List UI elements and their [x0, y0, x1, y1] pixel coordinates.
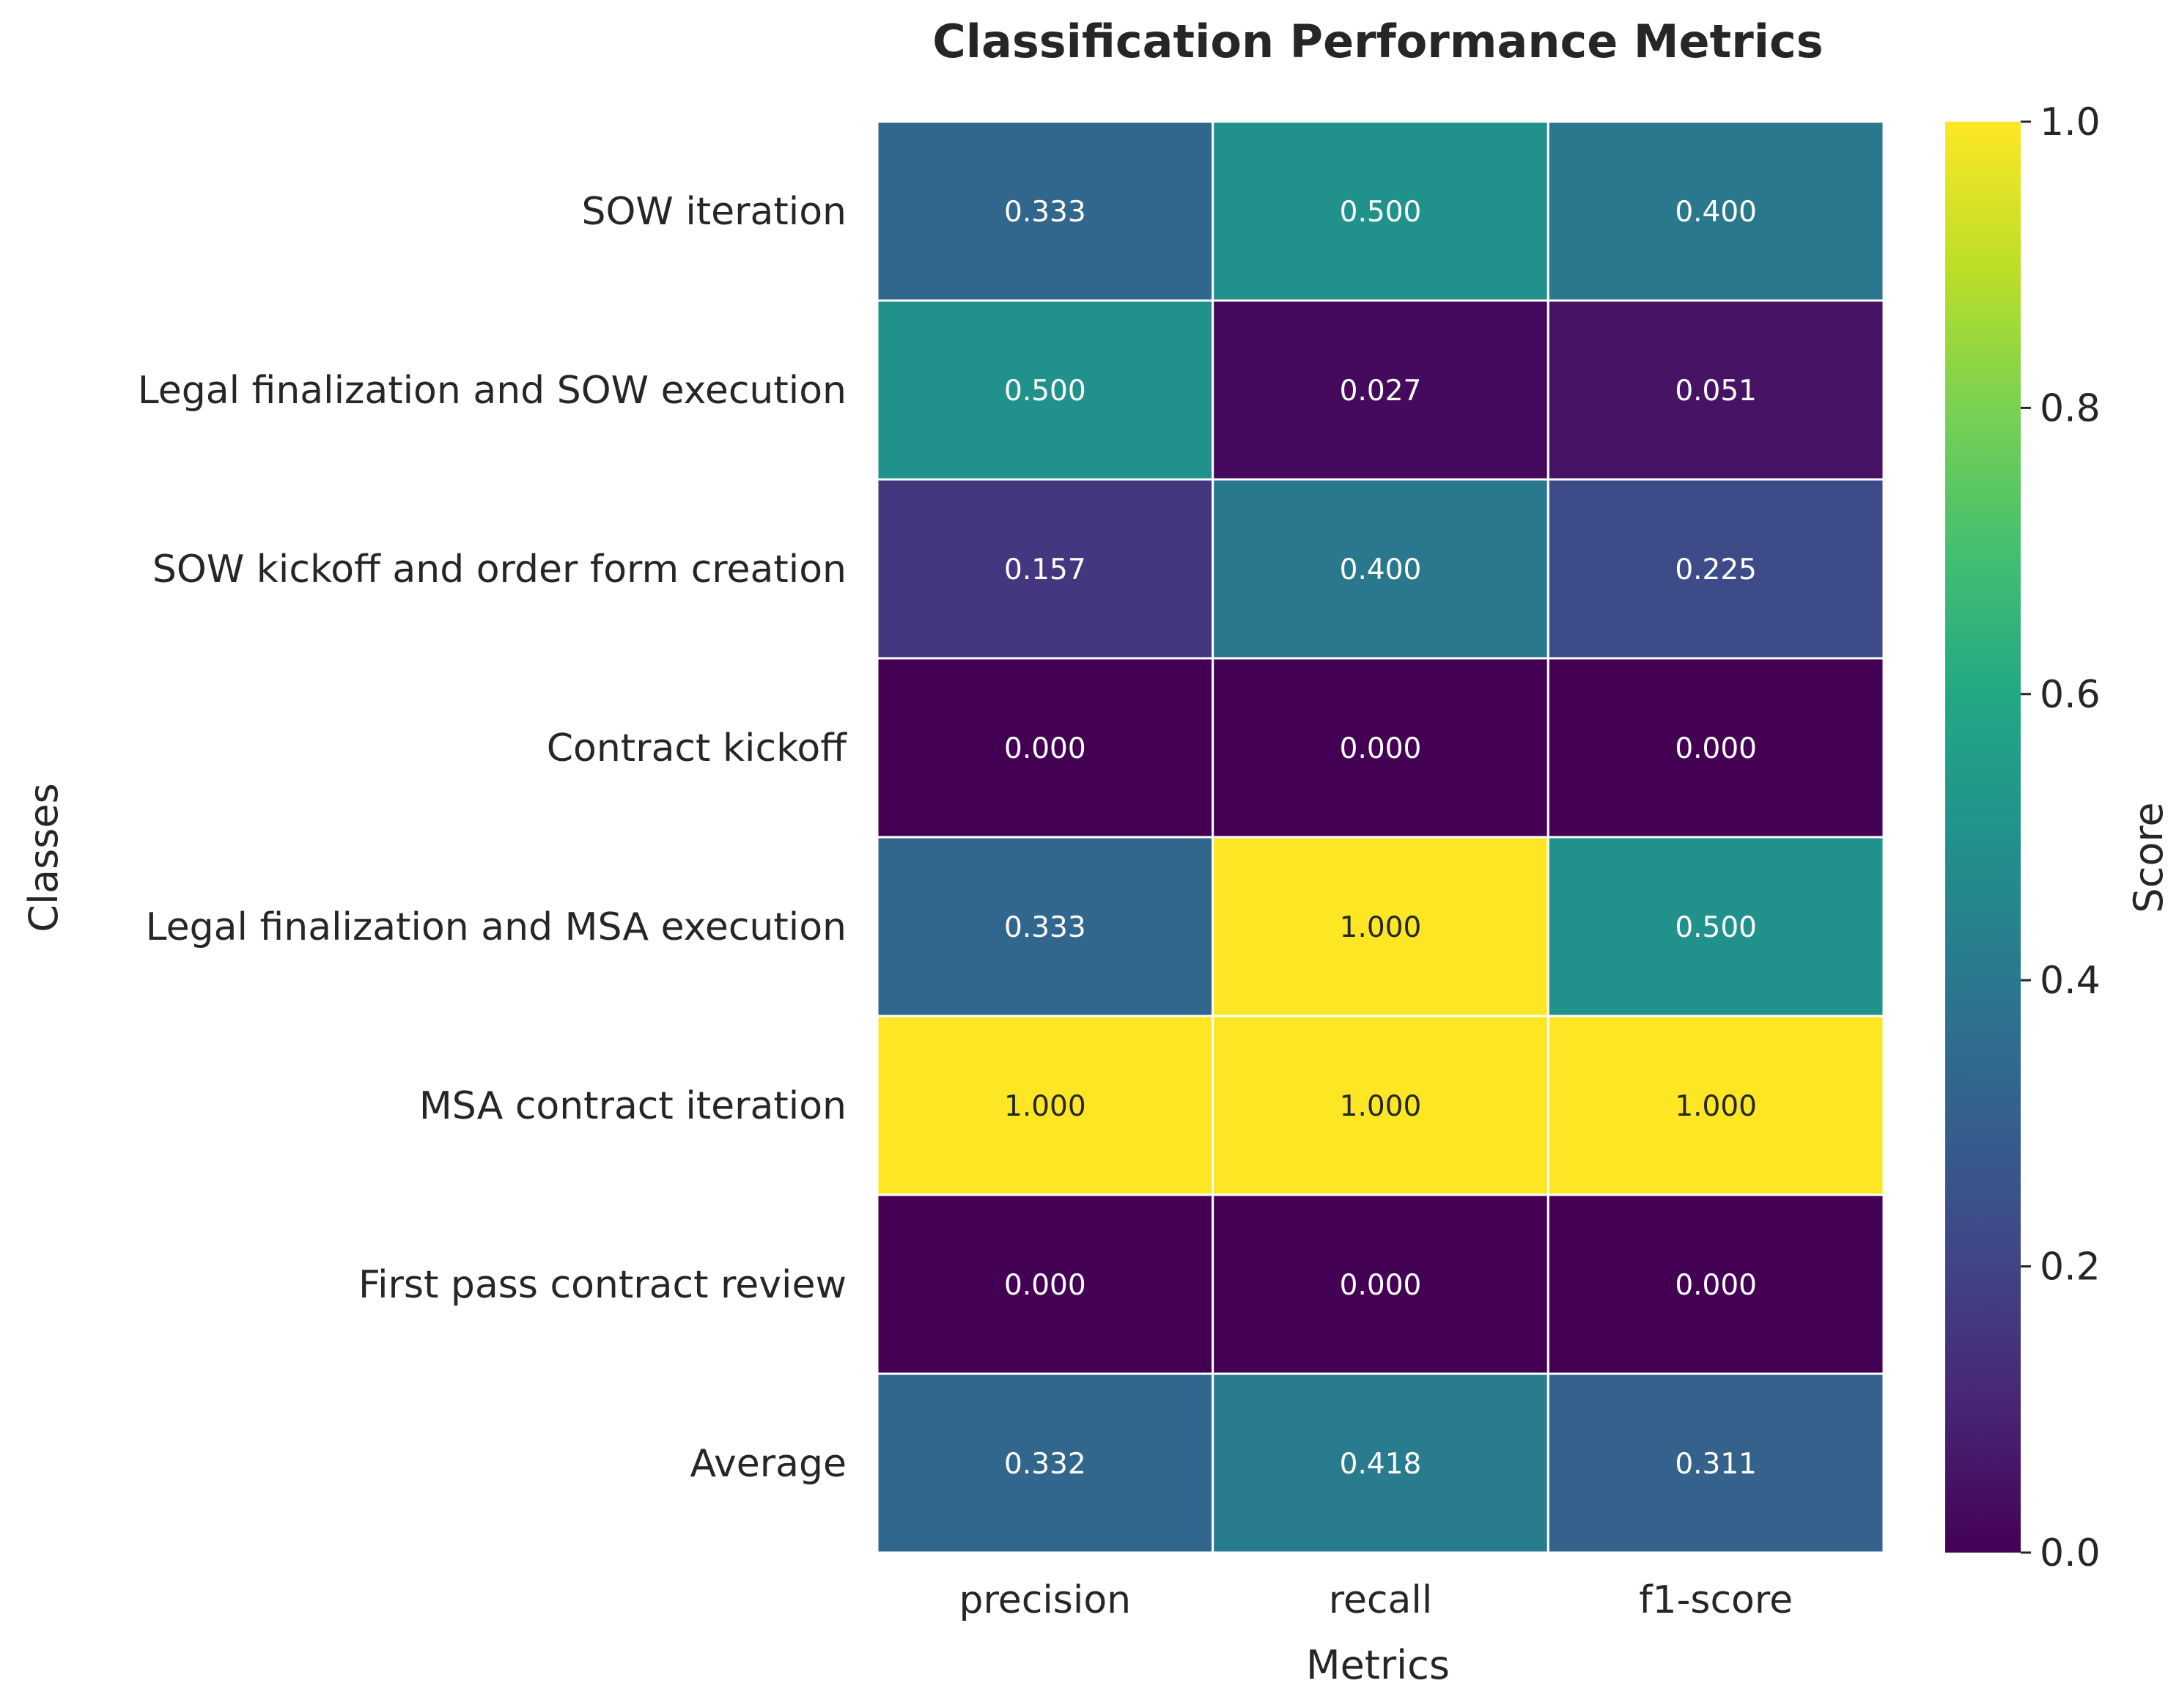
y-tick-label: Contract kickoff [547, 726, 847, 770]
x-tick-label: recall [1329, 1578, 1433, 1622]
y-tick-label: SOW kickoff and order form creation [152, 548, 847, 592]
x-tick-label: f1-score [1639, 1578, 1793, 1622]
colorbar: 0.0 0.2 0.4 0.6 0.8 1.0 [1945, 100, 2101, 1575]
x-axis-label: Metrics [1306, 1642, 1450, 1688]
y-tick-labels: SOW iteration Legal finalization and SOW … [138, 190, 847, 1486]
cell-value-label: 1.000 [1340, 1090, 1422, 1123]
colorbar-tick-label: 0.4 [2040, 959, 2101, 1003]
y-tick-label: MSA contract iteration [419, 1084, 847, 1128]
y-tick-label: Average [690, 1442, 847, 1486]
cell-value-label: 0.000 [1675, 732, 1757, 765]
colorbar-gradient [1945, 122, 2021, 1553]
cell-value-label: 0.333 [1004, 196, 1086, 229]
heatmap-cell [876, 1372, 1214, 1554]
heatmap-cells: 0.333 0.500 0.400 0.500 0.027 0.051 0.157 0.400… [876, 120, 1885, 1554]
cell-value-label: 0.000 [1675, 1269, 1757, 1302]
y-tick-label: Legal finalization and SOW execution [138, 369, 847, 413]
heatmap-cell [876, 299, 1214, 481]
heatmap-cell [876, 1193, 1214, 1375]
heatmap-cell [1212, 1015, 1549, 1196]
x-tick-label: precision [959, 1578, 1132, 1622]
heatmap-cell [1212, 120, 1549, 302]
heatmap-cell [1546, 299, 1885, 481]
cell-value-label: 1.000 [1340, 911, 1422, 944]
cell-value-label: 1.000 [1004, 1090, 1086, 1123]
colorbar-tick-label: 0.0 [2040, 1531, 2101, 1575]
heatmap-cell [876, 836, 1214, 1017]
cell-value-label: 1.000 [1675, 1090, 1757, 1123]
heatmap-cell [876, 1015, 1214, 1196]
cell-value-label: 0.418 [1340, 1448, 1422, 1481]
y-tick-label: SOW iteration [581, 190, 847, 234]
colorbar-label: Score [2125, 802, 2172, 913]
heatmap-cell [1212, 1193, 1549, 1375]
y-tick-label: First pass contract review [358, 1263, 847, 1307]
heatmap-cell [1546, 657, 1885, 839]
cell-value-label: 0.500 [1004, 375, 1086, 408]
colorbar-tick-label: 0.8 [2040, 386, 2101, 430]
cell-value-label: 0.000 [1004, 732, 1086, 765]
heatmap-cell [1546, 120, 1885, 302]
cell-value-label: 0.000 [1004, 1269, 1086, 1302]
cell-value-label: 0.000 [1340, 1269, 1422, 1302]
heatmap-cell [1212, 1372, 1549, 1554]
heatmap-cell [1546, 1372, 1885, 1554]
y-tick-label: Legal finalization and MSA execution [146, 905, 847, 949]
heatmap-cell [1212, 836, 1549, 1017]
x-tick-labels: precision recall f1-score [959, 1578, 1793, 1622]
cell-value-label: 0.051 [1675, 375, 1757, 408]
cell-value-label: 0.333 [1004, 911, 1086, 944]
cell-value-label: 0.500 [1675, 911, 1757, 944]
colorbar-tick-label: 0.6 [2040, 673, 2101, 717]
cell-value-label: 0.311 [1675, 1448, 1757, 1481]
y-axis-label: Classes [21, 783, 67, 932]
cell-value-label: 0.000 [1340, 732, 1422, 765]
heatmap-cell [876, 120, 1214, 302]
cell-value-label: 0.332 [1004, 1448, 1086, 1481]
heatmap-cell [1546, 1015, 1885, 1196]
colorbar-tick-label: 0.2 [2040, 1245, 2101, 1289]
heatmap-cell [1546, 836, 1885, 1017]
heatmap-cell [876, 657, 1214, 839]
cell-value-label: 0.400 [1340, 553, 1422, 586]
cell-value-label: 0.500 [1340, 196, 1422, 229]
colorbar-tick-label: 1.0 [2040, 100, 2101, 144]
cell-value-label: 0.400 [1675, 196, 1757, 229]
heatmap-cell [1212, 478, 1549, 660]
chart-title: Classification Performance Metrics [932, 15, 1823, 68]
cell-value-label: 0.225 [1675, 553, 1757, 586]
cell-value-label: 0.027 [1340, 375, 1422, 408]
heatmap-cell [1546, 1193, 1885, 1375]
cell-value-label: 0.157 [1004, 553, 1086, 586]
heatmap-cell [1212, 299, 1549, 481]
